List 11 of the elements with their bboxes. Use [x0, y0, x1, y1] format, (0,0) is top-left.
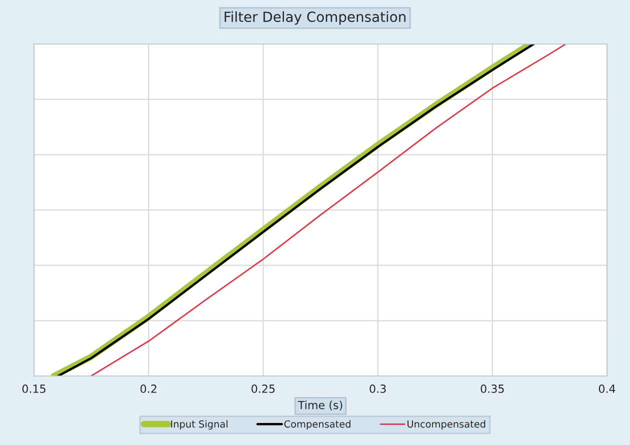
x-tick-label: 0.2: [140, 384, 156, 393]
chart-title: Filter Delay Compensation: [224, 11, 406, 25]
x-tick-label: 0.25: [252, 384, 275, 393]
legend-label: Input Signal: [171, 420, 228, 430]
x-tick-label: 0.3: [370, 384, 386, 393]
x-tick-label: 0.15: [22, 384, 46, 393]
legend-label: Uncompensated: [408, 420, 486, 430]
legend-label: Compensated: [284, 420, 350, 430]
x-axis-title: Time (s): [298, 400, 342, 411]
x-tick-label: 0.4: [598, 384, 616, 393]
x-tick-label: 0.35: [480, 384, 504, 393]
